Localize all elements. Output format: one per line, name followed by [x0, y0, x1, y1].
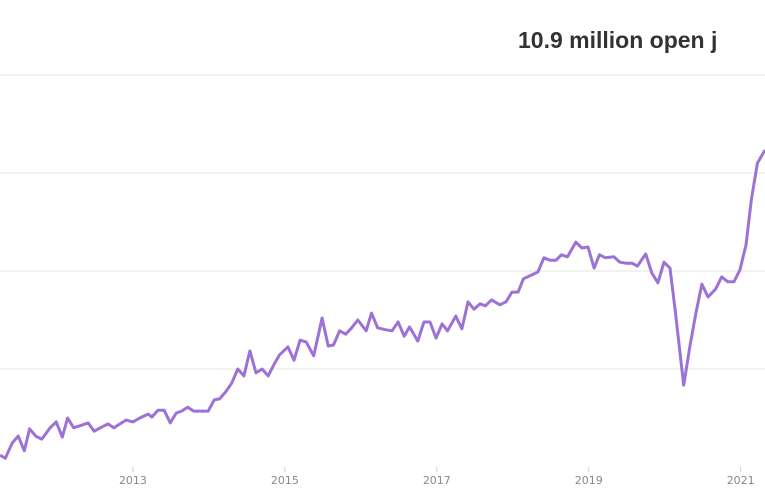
x-tick-label: 2021	[727, 474, 755, 487]
x-tick-label: 2013	[119, 474, 147, 487]
chart-title: 10.9 million open j	[518, 27, 717, 53]
x-tick-label: 2015	[271, 474, 299, 487]
x-tick-label: 2019	[575, 474, 603, 487]
x-tick-label: 2017	[423, 474, 451, 487]
line	[0, 149, 765, 460]
